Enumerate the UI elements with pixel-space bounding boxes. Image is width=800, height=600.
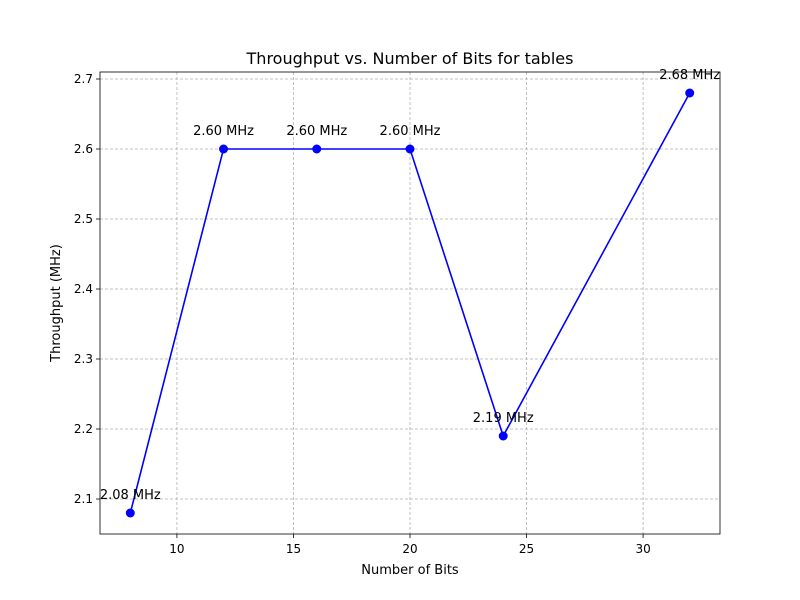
y-tick-label: 2.1 <box>74 492 93 506</box>
y-tick-label: 2.4 <box>74 282 93 296</box>
y-tick-label: 2.7 <box>74 72 93 86</box>
x-tick-label: 25 <box>519 542 534 556</box>
series <box>125 88 695 518</box>
y-tick-label: 2.6 <box>74 142 93 156</box>
x-tick-label: 15 <box>286 542 301 556</box>
x-axis-label: Number of Bits <box>361 563 459 578</box>
data-point <box>312 144 322 154</box>
y-tick-label: 2.5 <box>74 212 93 226</box>
data-point <box>685 88 695 98</box>
data-label: 2.19 MHz <box>473 411 534 426</box>
y-axis-label: Throughput (MHz) <box>49 244 64 363</box>
data-label: 2.60 MHz <box>286 124 347 139</box>
data-point <box>498 431 508 441</box>
plot-frame <box>99 71 721 535</box>
data-point <box>405 144 415 154</box>
data-labels: 2.08 MHz 2.60 MHz 2.60 MHz 2.60 MHz 2.19 MHz… <box>100 68 720 503</box>
grid <box>100 72 720 534</box>
x-tick-label: 20 <box>402 542 417 556</box>
x-tick-label: 30 <box>635 542 650 556</box>
data-point <box>219 144 229 154</box>
data-label: 2.60 MHz <box>380 124 441 139</box>
data-point <box>125 508 135 518</box>
data-label: 2.08 MHz <box>100 488 161 503</box>
series-line <box>129 92 691 514</box>
axis-ticks: 10 15 20 25 30 2.1 2.2 2.3 2.4 2.5 2.6 2.7 <box>74 72 651 556</box>
y-tick-label: 2.3 <box>74 352 93 366</box>
x-tick-label: 10 <box>169 542 184 556</box>
y-tick-label: 2.2 <box>74 422 93 436</box>
data-label: 2.60 MHz <box>193 124 254 139</box>
data-label: 2.68 MHz <box>659 68 720 83</box>
chart-title: Throughput vs. Number of Bits for tables <box>246 49 574 68</box>
